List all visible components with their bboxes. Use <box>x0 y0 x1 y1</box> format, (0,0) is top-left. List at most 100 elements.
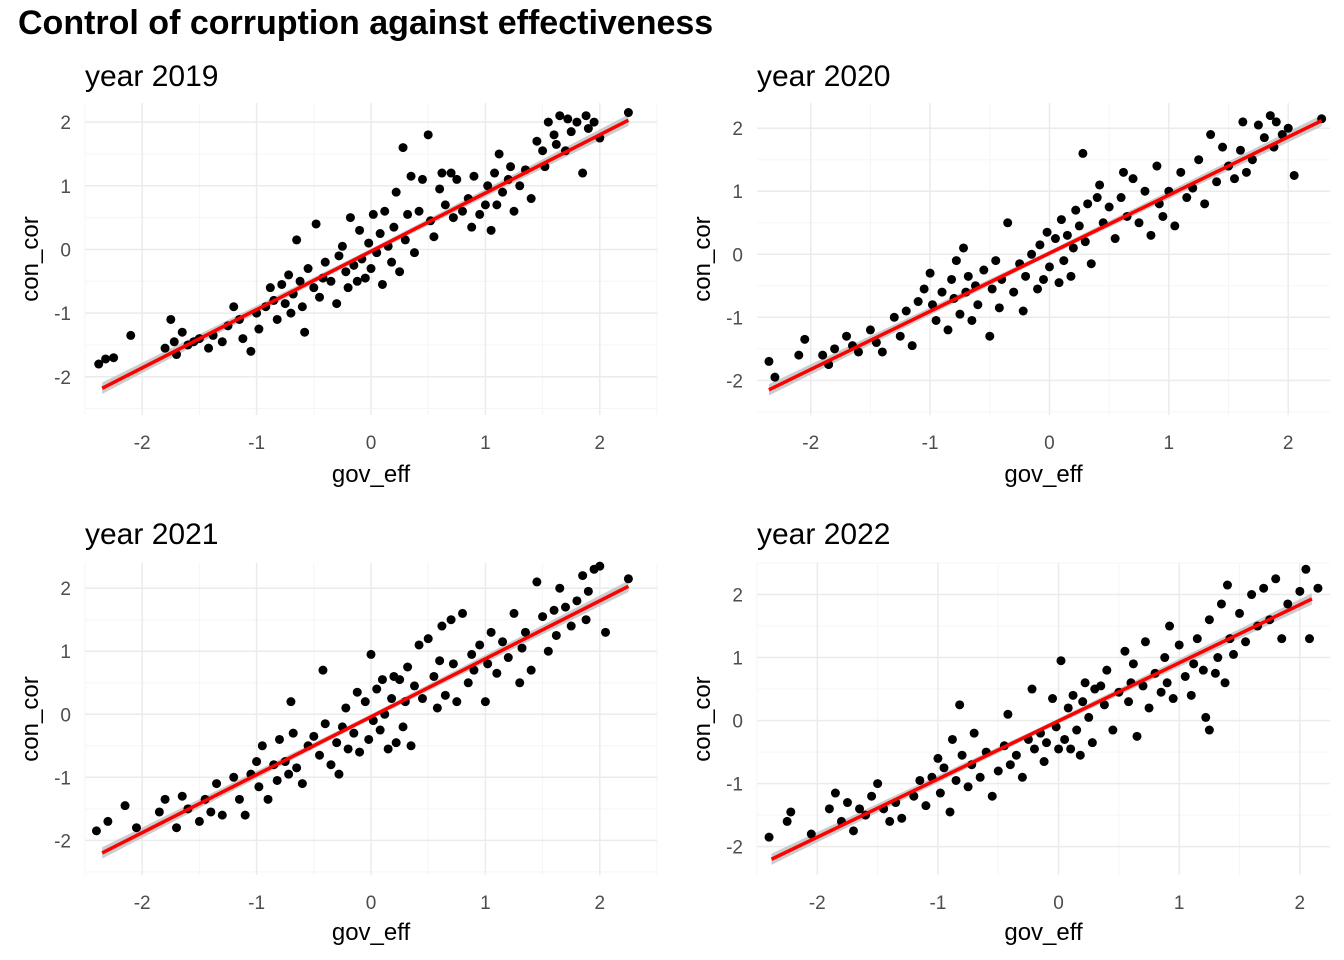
y-tick-label: 1 <box>732 182 743 203</box>
x-tick-label: 0 <box>1053 893 1064 914</box>
data-point <box>395 267 405 277</box>
y-tick-label: -1 <box>54 304 71 325</box>
data-point <box>284 769 294 779</box>
data-point <box>126 330 136 340</box>
y-tick-label: -1 <box>54 768 71 789</box>
data-point <box>830 344 840 354</box>
data-point <box>423 634 433 644</box>
data-point <box>463 678 473 688</box>
data-point <box>437 168 447 178</box>
data-point <box>417 174 427 184</box>
data-point <box>300 327 310 337</box>
data-point <box>873 779 883 789</box>
data-point <box>945 807 955 817</box>
data-point <box>1192 634 1202 644</box>
data-point <box>572 117 582 127</box>
data-point <box>1018 306 1028 316</box>
data-point <box>993 766 1003 776</box>
y-axis-title: con_cor <box>689 216 716 301</box>
data-point <box>921 801 931 811</box>
data-point <box>1072 725 1082 735</box>
data-point <box>352 276 362 286</box>
data-point <box>581 615 591 625</box>
y-tick-label: -1 <box>726 308 743 329</box>
y-axis-title: con_cor <box>689 676 716 761</box>
data-point <box>1277 130 1287 140</box>
data-point <box>166 314 176 324</box>
data-point <box>549 605 559 615</box>
data-point <box>172 823 182 833</box>
data-point <box>486 627 496 637</box>
data-point <box>947 274 957 284</box>
data-point <box>572 596 582 606</box>
data-point <box>315 292 325 302</box>
data-point <box>589 117 599 127</box>
data-point <box>343 283 353 293</box>
y-tick-label: 1 <box>60 642 71 663</box>
data-point <box>987 791 997 801</box>
data-point <box>440 690 450 700</box>
data-point <box>1062 230 1072 240</box>
data-point <box>320 719 330 729</box>
x-tick-label: 2 <box>1283 433 1294 454</box>
data-point <box>1078 697 1088 707</box>
data-point <box>94 359 104 369</box>
data-point <box>1174 640 1184 650</box>
data-point <box>1003 218 1013 228</box>
data-point <box>764 832 774 842</box>
data-point <box>1218 142 1228 152</box>
data-point <box>257 741 267 751</box>
data-point <box>1068 690 1078 700</box>
y-axis-title: con_cor <box>17 676 44 761</box>
data-point <box>483 181 493 191</box>
data-point <box>452 697 462 707</box>
data-point <box>1241 637 1251 647</box>
data-point <box>1083 199 1093 209</box>
x-tick-label: -1 <box>248 433 265 454</box>
data-point <box>1120 646 1130 656</box>
data-point <box>931 315 941 325</box>
data-point <box>1247 155 1257 165</box>
data-point <box>1066 744 1076 754</box>
data-point <box>1042 738 1052 748</box>
data-point <box>492 200 502 210</box>
data-point <box>469 665 479 675</box>
data-point <box>435 656 445 666</box>
data-point <box>467 649 477 659</box>
data-point <box>469 171 479 181</box>
data-point <box>1039 757 1049 767</box>
data-point <box>1220 678 1230 688</box>
data-point <box>1265 111 1275 121</box>
x-tick-label: -2 <box>802 433 819 454</box>
data-point <box>865 325 875 335</box>
y-tick-label: 1 <box>60 177 71 198</box>
data-point <box>475 640 485 650</box>
data-point <box>800 334 810 344</box>
y-tick-label: 2 <box>60 113 71 134</box>
data-point <box>947 734 957 744</box>
data-point <box>967 315 977 325</box>
data-point <box>1200 199 1210 209</box>
data-point <box>1050 234 1060 244</box>
data-point <box>1253 120 1263 130</box>
data-point <box>360 697 370 707</box>
data-point <box>1056 215 1066 225</box>
data-point <box>1102 665 1112 675</box>
y-tick-label: -2 <box>726 371 743 392</box>
data-point <box>1180 671 1190 681</box>
data-point <box>417 694 427 704</box>
data-point <box>101 354 111 364</box>
data-point <box>1124 697 1134 707</box>
data-point <box>1099 700 1109 710</box>
data-point <box>1156 687 1166 697</box>
data-point <box>467 222 477 232</box>
data-point <box>520 627 530 637</box>
data-point <box>284 270 294 280</box>
data-point <box>919 284 929 294</box>
data-point <box>375 725 385 735</box>
x-tick-label: 2 <box>595 433 606 454</box>
data-point <box>318 665 328 675</box>
data-point <box>623 108 633 118</box>
data-point <box>1084 712 1094 722</box>
data-point <box>925 268 935 278</box>
